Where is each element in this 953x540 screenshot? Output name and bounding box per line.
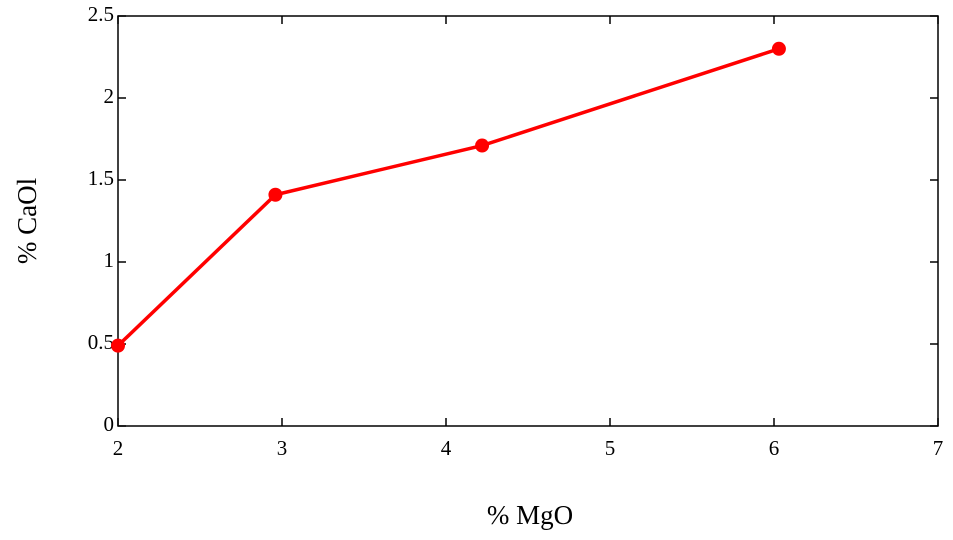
y-tick-label: 2.5: [88, 2, 114, 26]
x-tick-label: 2: [113, 436, 124, 460]
y-tick-label: 0: [104, 412, 115, 436]
x-axis-label: % MgO: [487, 500, 573, 530]
y-tick-label: 1: [104, 248, 115, 272]
data-line: [116, 47, 780, 347]
y-tick-label: 2: [104, 84, 115, 108]
plot-frame: [117, 15, 939, 427]
y-tick-label: 0.5: [88, 330, 114, 354]
data-point: [111, 338, 125, 353]
x-tick-label: 3: [277, 436, 288, 460]
x-tick-label: 5: [605, 436, 616, 460]
data-point: [268, 187, 283, 202]
y-tick-label: 1.5: [88, 166, 114, 190]
data-point: [475, 138, 490, 153]
x-tick-label: 7: [933, 436, 944, 460]
data-point: [771, 41, 786, 56]
y-axis-label: % CaOl: [12, 178, 42, 264]
x-tick-label: 6: [769, 436, 780, 460]
x-tick-label: 4: [441, 436, 452, 460]
